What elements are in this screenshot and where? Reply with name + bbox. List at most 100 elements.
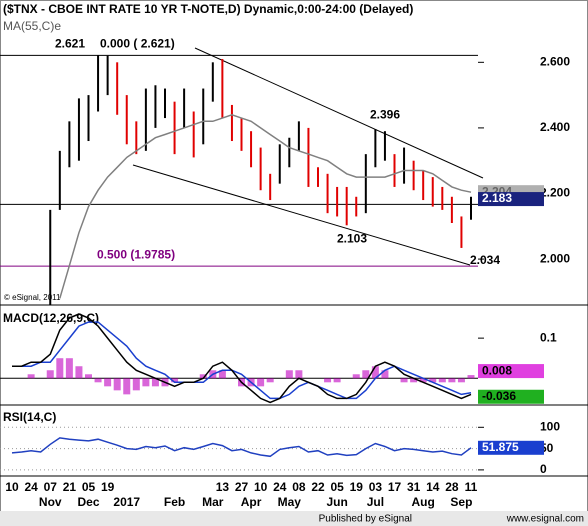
- histogram-bar: [371, 366, 379, 379]
- x-month-label: May: [278, 495, 302, 509]
- signal-last-box: [478, 389, 544, 404]
- histogram-bar: [132, 378, 140, 391]
- x-tick-label: 11: [465, 480, 478, 494]
- x-tick-label: 24: [24, 480, 38, 494]
- hist-last: 0.008: [482, 363, 512, 377]
- histogram-bar: [65, 358, 73, 379]
- watermark: © eSignal, 2011: [4, 293, 61, 302]
- macd-line: [12, 313, 472, 404]
- rsi-title: RSI(14,C): [3, 410, 56, 424]
- x-tick-label: 03: [369, 480, 383, 494]
- y-tick-label: 2.000: [540, 251, 570, 265]
- x-tick-label: 28: [445, 480, 459, 494]
- x-tick-label: 10: [5, 480, 19, 494]
- x-tick-label: 14: [426, 480, 440, 494]
- histogram-bar: [400, 378, 408, 383]
- x-month-label: Nov: [39, 495, 62, 509]
- x-month-label: Apr: [241, 495, 262, 509]
- annotation: 2.621: [55, 37, 85, 51]
- histogram-bar: [257, 378, 265, 387]
- x-tick-label: 08: [292, 480, 306, 494]
- histogram-bar: [199, 374, 207, 379]
- rsi-last-box: [478, 440, 544, 455]
- histogram-bar: [142, 378, 150, 387]
- histogram-bar: [85, 374, 92, 379]
- rsi-line: [11, 437, 472, 458]
- histogram-bar: [429, 378, 437, 383]
- footer-url: www.esignal.com: [506, 514, 584, 525]
- histogram-bar: [381, 370, 389, 379]
- y-tick-label: 2.400: [540, 120, 570, 134]
- histogram-bar: [419, 378, 427, 383]
- x-month-label: Jun: [326, 495, 347, 509]
- histogram-bar: [457, 378, 465, 383]
- histogram-bar: [448, 378, 456, 383]
- x-month-label: Mar: [202, 495, 224, 509]
- histogram-bar: [362, 370, 370, 379]
- x-tick-label: 31: [407, 480, 421, 494]
- hist-last-box: [478, 364, 544, 379]
- x-tick-label: 22: [311, 480, 325, 494]
- histogram-bar: [171, 378, 179, 383]
- histogram-bar: [410, 378, 418, 383]
- x-tick-label: 05: [82, 480, 96, 494]
- x-tick-label: 10: [254, 480, 268, 494]
- x-tick-label: 19: [350, 480, 364, 494]
- x-month-label: Sep: [450, 495, 472, 509]
- x-tick-label: 19: [101, 480, 115, 494]
- y-tick-label: 0: [540, 462, 547, 476]
- price-last: 2.183: [482, 191, 512, 205]
- x-month-label: Feb: [164, 495, 185, 509]
- histogram-bar: [94, 378, 102, 383]
- footer-publisher: Published by eSignal: [319, 514, 412, 525]
- histogram-bar: [113, 378, 121, 391]
- histogram-bar: [295, 370, 303, 379]
- level-label: 0.000 ( 2.621): [100, 37, 175, 51]
- annotation: 2.396: [370, 107, 400, 121]
- histogram-bar: [56, 358, 64, 379]
- x-tick-label: 17: [388, 480, 402, 494]
- histogram-bar: [467, 375, 475, 379]
- ma-line: [59, 114, 472, 299]
- y-tick-label: 2.200: [540, 186, 570, 200]
- histogram-bar: [352, 374, 360, 379]
- rsi-last: 51.875: [482, 440, 519, 454]
- histogram-bar: [104, 378, 112, 387]
- x-month-label: 2017: [113, 495, 140, 509]
- histogram-bar: [151, 378, 159, 387]
- price-last-box: [478, 192, 544, 207]
- annotation: 2.103: [337, 231, 367, 245]
- x-month-label: Jul: [367, 495, 384, 509]
- chart-title: ($TNX - CBOE INT RATE 10 YR T-NOTE,D) Dy…: [3, 2, 413, 16]
- ma-label: MA(55,C)e: [3, 19, 61, 33]
- macd-title: MACD(12,26,9,C): [3, 311, 99, 325]
- x-tick-label: 07: [44, 480, 58, 494]
- x-month-label: Dec: [77, 495, 99, 509]
- histogram-bar: [285, 370, 293, 379]
- histogram-bar: [123, 378, 131, 395]
- histogram-bar: [218, 370, 226, 379]
- x-month-label: Aug: [412, 495, 435, 509]
- x-tick-label: 27: [235, 480, 249, 494]
- histogram-bar: [27, 374, 35, 379]
- trend-line: [194, 47, 484, 179]
- level-label: 0.500 (1.9785): [97, 247, 175, 261]
- histogram-bar: [333, 378, 341, 383]
- x-tick-label: 05: [330, 480, 344, 494]
- signal-last: -0.036: [482, 389, 516, 403]
- footer-bar: [0, 511, 588, 526]
- x-tick-label: 21: [63, 480, 77, 494]
- trend-line: [132, 164, 471, 266]
- histogram-bar: [46, 370, 54, 379]
- annotation: 2.034: [470, 253, 500, 267]
- x-tick-label: 13: [216, 480, 230, 494]
- histogram-bar: [75, 366, 83, 379]
- histogram-bar: [324, 378, 332, 383]
- y-tick-label: 2.600: [540, 54, 570, 68]
- y-tick-label: 100: [540, 419, 560, 433]
- x-tick-label: 24: [273, 480, 287, 494]
- y-tick-label: 0.1: [540, 330, 557, 344]
- histogram-bar: [266, 378, 274, 383]
- histogram-bar: [438, 378, 446, 383]
